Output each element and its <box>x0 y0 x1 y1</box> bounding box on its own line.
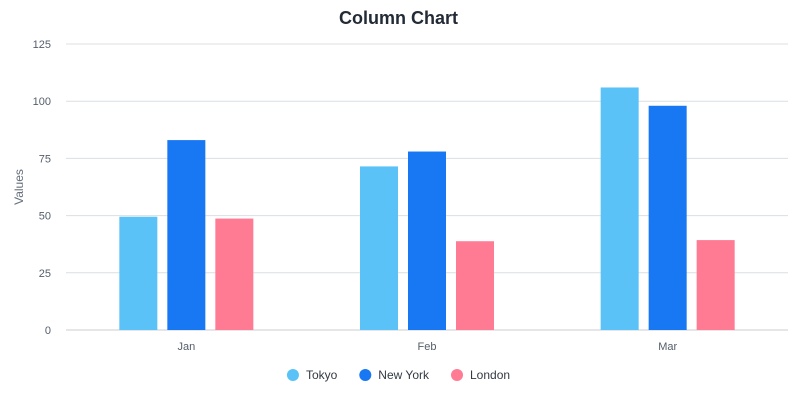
bar-tokyo-jan[interactable] <box>119 216 158 330</box>
y-tick-label: 75 <box>39 153 51 165</box>
x-axis-ticks: Jan Feb Mar <box>177 341 677 353</box>
bars <box>119 87 735 330</box>
bar-tokyo-mar[interactable] <box>600 87 639 330</box>
legend-item-new-york[interactable]: New York <box>359 368 430 382</box>
legend-marker <box>286 369 299 381</box>
legend-label: Tokyo <box>306 368 338 382</box>
x-tick-label: Mar <box>658 341 677 353</box>
y-tick-label: 0 <box>45 325 51 337</box>
y-tick-label: 125 <box>33 39 51 51</box>
y-tick-label: 100 <box>33 96 51 108</box>
legend-item-london[interactable]: London <box>451 368 510 382</box>
y-axis-title: Values <box>12 169 26 205</box>
legend: Tokyo New York London <box>286 368 510 382</box>
x-tick-label: Feb <box>418 341 437 353</box>
bar-london-feb[interactable] <box>456 241 494 330</box>
legend-label: New York <box>378 368 430 382</box>
y-tick-label: 50 <box>39 211 51 223</box>
y-axis-ticks: 0 25 50 75 100 125 <box>33 39 51 337</box>
legend-marker <box>359 369 372 381</box>
legend-item-tokyo[interactable]: Tokyo <box>286 368 338 382</box>
bar-new-york-feb[interactable] <box>408 151 446 330</box>
bar-new-york-jan[interactable] <box>167 140 206 330</box>
bar-london-jan[interactable] <box>215 218 254 330</box>
legend-marker <box>451 369 464 381</box>
x-tick-label: Jan <box>177 341 195 353</box>
legend-label: London <box>470 368 510 382</box>
bar-london-mar[interactable] <box>696 240 735 330</box>
bar-tokyo-feb[interactable] <box>360 166 398 330</box>
chart-title: Column Chart <box>339 8 458 28</box>
bar-new-york-mar[interactable] <box>648 105 687 330</box>
y-tick-label: 25 <box>39 268 51 280</box>
